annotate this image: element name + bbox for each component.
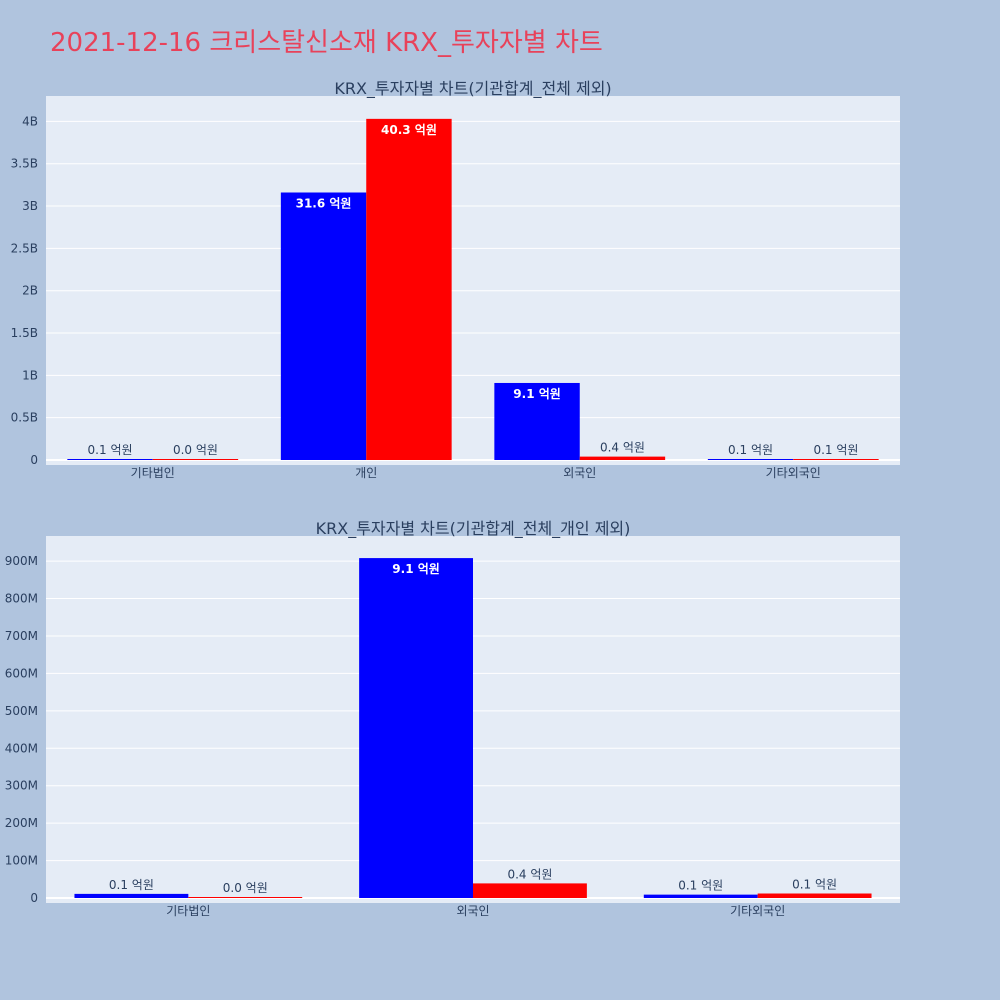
- x-tick-label: 기타법인: [166, 904, 210, 918]
- y-tick-label: 600M: [5, 666, 38, 680]
- data-label: 0.1 억원: [88, 443, 133, 457]
- data-label: 0.1 억원: [678, 879, 723, 893]
- y-tick-label: 100M: [5, 854, 38, 868]
- chart-2: KRX_투자자별 차트(기관합계_전체_개인 제외) 0 100M 200M 300M 4…: [5, 519, 900, 918]
- plot-area: [46, 96, 900, 465]
- data-label: 31.6 억원: [296, 197, 352, 211]
- y-tick-label: 0.5B: [11, 411, 38, 425]
- y-tick-label: 800M: [5, 592, 38, 606]
- bar: [757, 893, 872, 898]
- data-label: 0.0 억원: [223, 881, 268, 895]
- bar: [359, 558, 473, 898]
- bar: [707, 459, 794, 460]
- y-tick-label: 4B: [22, 114, 38, 128]
- chart-title: KRX_투자자별 차트(기관합계_전체_개인 제외): [316, 519, 631, 539]
- data-label: 0.1 억원: [109, 878, 154, 892]
- bar: [793, 459, 879, 460]
- bar: [643, 894, 758, 898]
- bar: [67, 459, 153, 460]
- y-tick-label: 2.5B: [11, 241, 38, 255]
- bar: [366, 118, 452, 461]
- bar: [74, 893, 189, 898]
- bar: [188, 897, 303, 898]
- y-tick-label: 300M: [5, 779, 38, 793]
- bar: [152, 459, 239, 460]
- y-tick-label: 900M: [5, 554, 38, 568]
- y-tick-label: 400M: [5, 741, 38, 755]
- y-tick-label: 0: [30, 891, 38, 905]
- y-tick-label: 3B: [22, 199, 38, 213]
- bar: [473, 883, 587, 898]
- bar: [280, 192, 367, 460]
- data-label: 0.4 억원: [507, 867, 552, 881]
- x-tick-label: 외국인: [456, 904, 489, 918]
- data-label: 0.0 억원: [173, 443, 218, 457]
- y-tick-label: 700M: [5, 629, 38, 643]
- y-tick-label: 0: [30, 453, 38, 467]
- bar: [494, 382, 580, 460]
- page-title: 2021-12-16 크리스탈신소재 KRX_투자자별 차트: [50, 28, 603, 58]
- data-label: 0.4 억원: [600, 441, 645, 455]
- chart-title: KRX_투자자별 차트(기관합계_전체 제외): [334, 79, 611, 99]
- y-tick-label: 2B: [22, 284, 38, 298]
- data-label: 0.1 억원: [792, 878, 837, 892]
- x-tick-label: 외국인: [563, 466, 596, 480]
- chart-1: KRX_투자자별 차트(기관합계_전체 제외) 0 0.5B 1B 1.5B 2B 2.5B…: [11, 79, 900, 480]
- y-tick-label: 1B: [22, 368, 38, 382]
- x-tick-label: 기타외국인: [730, 904, 785, 918]
- y-tick-label: 3.5B: [11, 157, 38, 171]
- y-tick-label: 500M: [5, 704, 38, 718]
- x-tick-label: 기타외국인: [766, 466, 821, 480]
- data-label: 40.3 억원: [381, 123, 437, 137]
- data-label: 9.1 억원: [513, 387, 561, 401]
- y-tick-label: 200M: [5, 816, 38, 830]
- x-tick-label: 기타법인: [131, 466, 175, 480]
- bar: [579, 456, 666, 460]
- y-tick-label: 1.5B: [11, 326, 38, 340]
- data-label: 0.1 억원: [728, 443, 773, 457]
- data-label: 0.1 억원: [813, 443, 858, 457]
- data-label: 9.1 억원: [392, 562, 440, 576]
- x-tick-label: 개인: [355, 466, 377, 480]
